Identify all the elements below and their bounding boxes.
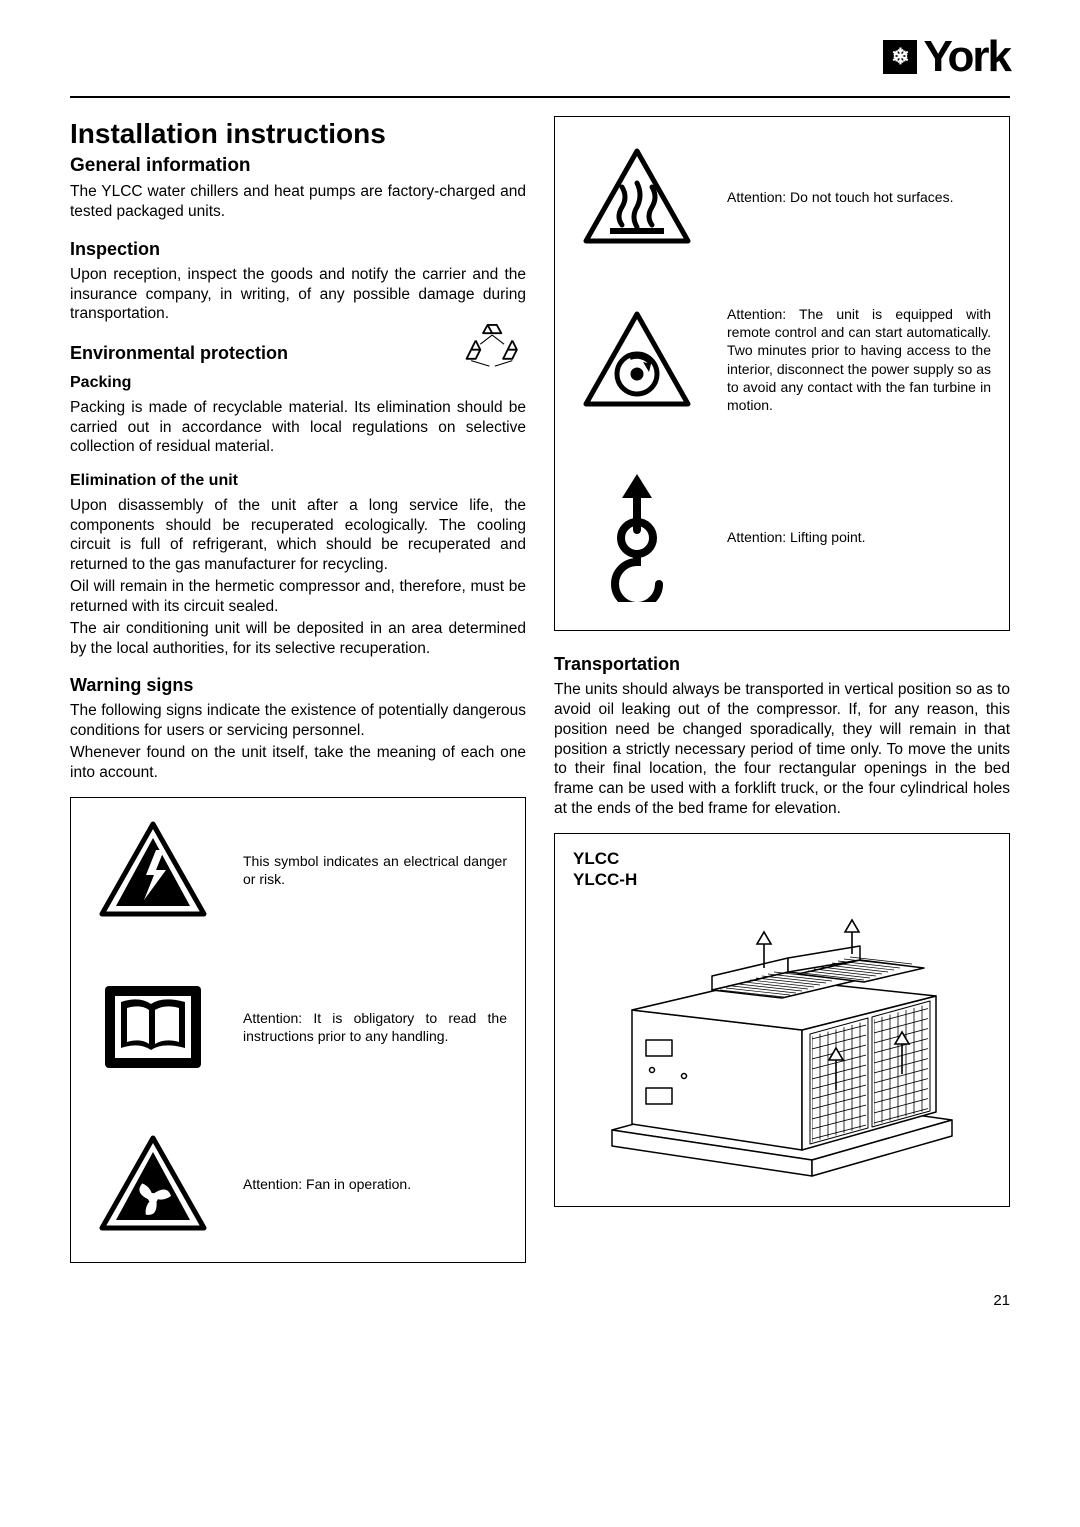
packing-text: Packing is made of recyclable material. …: [70, 398, 526, 457]
page-number: 21: [70, 1291, 1010, 1310]
elimination-p2: Oil will remain in the hermetic compress…: [70, 577, 526, 617]
inspection-text: Upon reception, inspect the goods and no…: [70, 265, 526, 324]
warning-signs-box-left: This symbol indicates an electrical dang…: [70, 797, 526, 1263]
recycle-icon: [462, 322, 526, 370]
transportation-text: The units should always be transported i…: [554, 680, 1010, 819]
content-columns: Installation instructions General inform…: [70, 116, 1010, 1263]
general-heading: General information: [70, 154, 526, 178]
sign-lifting-text: Attention: Lifting point.: [727, 528, 991, 546]
warning-signs-box-right: Attention: Do not touch hot surfaces.: [554, 116, 1010, 631]
sign-lifting: Attention: Lifting point.: [573, 472, 991, 602]
header-rule: [70, 96, 1010, 98]
unit-model-1: YLCC: [573, 849, 619, 868]
elimination-heading: Elimination of the unit: [70, 471, 526, 491]
sign-read-manual: Attention: It is obligatory to read the …: [89, 982, 507, 1072]
warnings-intro2: Whenever found on the unit itself, take …: [70, 743, 526, 783]
lifting-point-icon: [594, 472, 680, 602]
brand-mark-icon: ❄: [883, 40, 917, 74]
sign-auto-start: Attention: The unit is equipped with rem…: [573, 305, 991, 414]
elimination-p1: Upon disassembly of the unit after a lon…: [70, 496, 526, 575]
elimination-p3: The air conditioning unit will be deposi…: [70, 619, 526, 659]
env-heading: Environmental protection: [70, 342, 452, 365]
chiller-unit-icon: [602, 900, 962, 1180]
electrical-danger-icon: [98, 820, 208, 920]
auto-start-icon: [582, 310, 692, 410]
general-text: The YLCC water chillers and heat pumps a…: [70, 182, 526, 222]
sign-fan: Attention: Fan in operation.: [89, 1134, 507, 1234]
sign-electrical-text: This symbol indicates an electrical dang…: [243, 852, 507, 888]
brand-logo: ❄ York: [883, 29, 1010, 85]
left-column: Installation instructions General inform…: [70, 116, 526, 1263]
sign-auto-start-text: Attention: The unit is equipped with rem…: [727, 305, 991, 414]
transportation-heading: Transportation: [554, 653, 1010, 676]
unit-diagram-box: YLCC YLCC-H: [554, 833, 1010, 1208]
brand-name: York: [923, 29, 1010, 85]
warnings-heading: Warning signs: [70, 674, 526, 697]
packing-heading: Packing: [70, 373, 452, 393]
read-manual-icon: [101, 982, 205, 1072]
sign-fan-text: Attention: Fan in operation.: [243, 1175, 507, 1193]
sign-electrical: This symbol indicates an electrical dang…: [89, 820, 507, 920]
sign-hot-surface: Attention: Do not touch hot surfaces.: [573, 147, 991, 247]
inspection-heading: Inspection: [70, 238, 526, 261]
warnings-intro1: The following signs indicate the existen…: [70, 701, 526, 741]
sign-read-manual-text: Attention: It is obligatory to read the …: [243, 1009, 507, 1045]
page-header: ❄ York: [70, 28, 1010, 86]
sign-hot-surface-text: Attention: Do not touch hot surfaces.: [727, 188, 991, 206]
right-column: Attention: Do not touch hot surfaces.: [554, 116, 1010, 1263]
unit-model-2: YLCC-H: [573, 870, 637, 889]
fan-warning-icon: [98, 1134, 208, 1234]
hot-surface-icon: [582, 147, 692, 247]
main-heading: Installation instructions: [70, 116, 526, 152]
